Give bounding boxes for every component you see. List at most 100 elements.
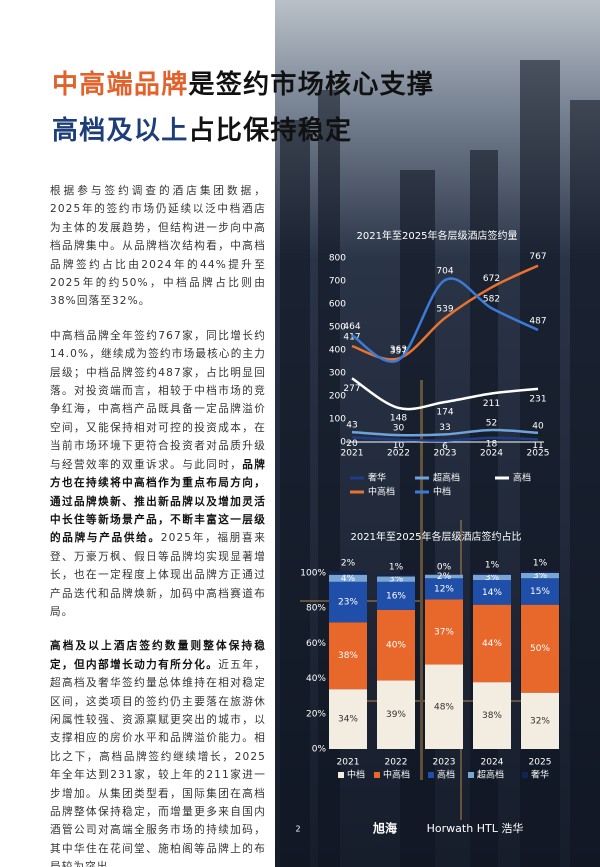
x-tick-label: 2023 <box>433 758 456 768</box>
logo: Horwath HTL 浩华 <box>427 821 524 835</box>
series-line <box>351 436 539 442</box>
data-label: 15% <box>530 587 550 597</box>
bar-segment <box>329 689 367 749</box>
bar-segment <box>473 574 511 581</box>
data-label: 23% <box>338 598 358 608</box>
text: 近五年，超高档及奢华签约量总体维持在相对稳定区间，这类项目的签约仍主要落在旅游休… <box>50 658 266 867</box>
title-text: 占比保持稳定 <box>188 116 353 146</box>
text: 根据参与签约调查的酒店集团数据，2025年的签约市场仍延续以泛中档酒店为主体的发… <box>50 185 266 308</box>
title-line: 高档及以上占比保持稳定 <box>52 108 434 154</box>
data-label: 30 <box>393 424 405 434</box>
chart-title: 2021年至2025年各层级酒店签约占比 <box>351 530 522 543</box>
data-label: 6 <box>442 442 448 452</box>
series-line <box>351 428 539 437</box>
legend-label: 中档 <box>433 486 451 498</box>
legend-label: 中高档 <box>383 769 410 781</box>
bar-segment <box>377 680 415 749</box>
data-label: 3% <box>485 573 500 583</box>
bar-segment <box>473 682 511 749</box>
legend-label: 高档 <box>437 769 455 781</box>
bar-segment <box>377 576 415 582</box>
data-label: 38% <box>338 651 358 661</box>
data-label: 12% <box>434 584 454 594</box>
data-label: 3% <box>389 575 404 585</box>
bar-segment <box>521 604 559 693</box>
y-tick-label: 200 <box>329 392 346 402</box>
bar-segment <box>329 622 367 690</box>
data-label: 3% <box>533 571 548 581</box>
bar-segment <box>425 578 463 600</box>
data-label: 52 <box>486 419 497 429</box>
body-text: 根据参与签约调查的酒店集团数据，2025年的签约市场仍延续以泛中档酒店为主体的发… <box>50 182 266 867</box>
title-highlight: 中高端品牌 <box>52 70 189 100</box>
data-label: 704 <box>436 267 453 277</box>
data-label: 0% <box>437 562 452 572</box>
x-tick-label: 2021 <box>337 758 360 768</box>
bar-segment <box>521 573 559 579</box>
y-tick-label: 700 <box>329 277 346 287</box>
y-tick-label: 20% <box>306 709 326 719</box>
y-tick-label: 80% <box>306 604 326 614</box>
x-tick-label: 2022 <box>387 449 410 459</box>
data-label: 10 <box>393 441 405 451</box>
bar-segment <box>425 664 463 749</box>
data-label: 211 <box>483 399 500 409</box>
data-label: 34% <box>338 715 358 725</box>
data-label: 1% <box>485 561 500 571</box>
y-tick-label: 60% <box>306 639 326 649</box>
data-label: 32% <box>530 716 550 726</box>
data-label: 39% <box>386 710 406 720</box>
data-label: 4% <box>341 574 356 584</box>
title-highlight: 高档及以上 <box>52 116 189 146</box>
data-label: 14% <box>482 588 502 598</box>
data-label: 1% <box>389 562 404 572</box>
data-label: 672 <box>483 274 500 284</box>
data-label: 37% <box>434 627 454 637</box>
series-line <box>351 377 539 411</box>
logo: 旭海 <box>372 821 397 836</box>
data-label: 38% <box>482 711 502 721</box>
text: 2025年，福朋喜来登、万豪万枫、假日等品牌均实现显著增长，也在一定程度上体现出… <box>50 532 266 618</box>
x-tick-label: 2024 <box>481 758 504 768</box>
y-tick-label: 400 <box>329 346 346 356</box>
y-tick-label: 0 <box>340 438 346 448</box>
data-label: 40% <box>386 641 406 651</box>
bold-text: 高档及以上酒店签约数量则整体保持稳定，但内部增长动力有所分化。 <box>50 640 266 671</box>
legend-marker <box>374 772 380 778</box>
bar-segment <box>377 609 415 681</box>
data-label: 357 <box>390 346 407 356</box>
x-tick-label: 2025 <box>529 758 552 768</box>
data-label: 43 <box>346 421 357 431</box>
title-text: 是签约市场核心支撑 <box>188 70 435 100</box>
data-label: 2% <box>341 559 356 569</box>
data-label: 231 <box>529 394 546 404</box>
bold-text: 品牌方也在持续将中高档作为重点布局方向，通过品牌焕新、推出新品牌以及增加灵活中长… <box>50 458 266 545</box>
y-tick-label: 500 <box>329 323 346 333</box>
legend-label: 高档 <box>513 472 531 484</box>
legend-label: 奢华 <box>531 769 549 781</box>
data-label: 464 <box>343 322 360 332</box>
text: 中高档品牌全年签约767家，同比增长约14.0%，继续成为签约市场最核心的主力层… <box>50 329 266 471</box>
bar-segment <box>377 574 415 577</box>
y-tick-label: 100 <box>329 415 346 425</box>
data-label: 20 <box>346 439 358 449</box>
bar-segment <box>473 604 511 683</box>
legend-marker <box>522 772 528 778</box>
page-number: 2 <box>295 825 300 834</box>
data-label: 363 <box>390 345 407 355</box>
data-label: 16% <box>386 591 406 601</box>
x-tick-label: 2021 <box>341 449 364 459</box>
data-label: 277 <box>343 384 360 394</box>
data-label: 11 <box>532 441 543 451</box>
legend-label: 中高档 <box>368 486 395 498</box>
bar-segment <box>521 692 559 749</box>
series-line <box>351 264 539 361</box>
bar-segment <box>425 599 463 665</box>
bar-segment <box>425 574 463 579</box>
data-label: 1% <box>533 559 548 569</box>
title: 中高端品牌是签约市场核心支撑 高档及以上占比保持稳定 <box>52 62 434 154</box>
data-label: 487 <box>529 316 546 326</box>
data-label: 582 <box>483 295 500 305</box>
